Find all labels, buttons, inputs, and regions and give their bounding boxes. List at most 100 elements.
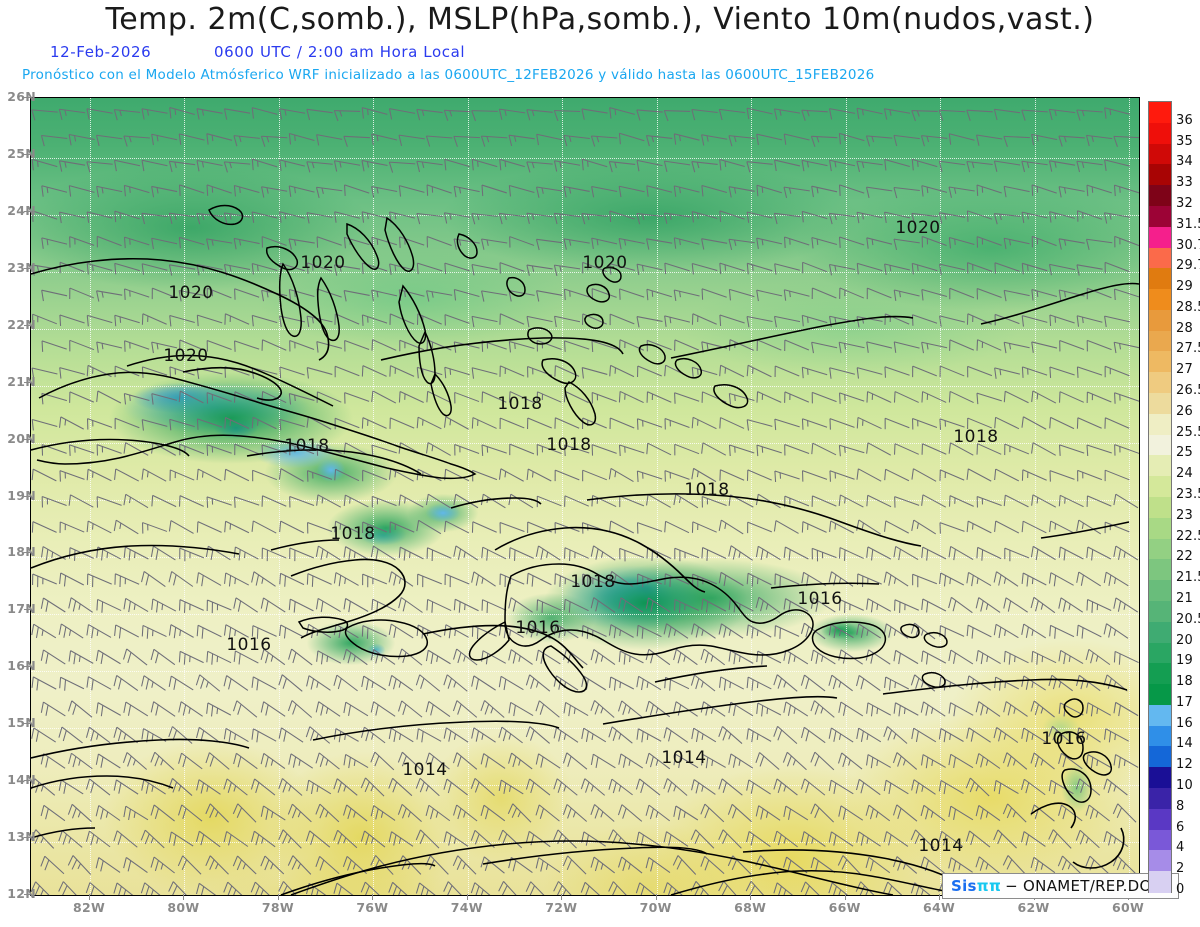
wind-barb	[783, 133, 810, 145]
isobar-label: 1014	[918, 836, 963, 856]
wind-barb	[1085, 238, 1113, 251]
wind-barb	[619, 288, 645, 300]
wind-barb	[728, 392, 755, 405]
wind-barb	[582, 573, 607, 588]
colorbar-tick-label: 33	[1176, 175, 1193, 191]
wind-barb	[728, 288, 755, 301]
latitude-label: 23N	[7, 259, 36, 275]
wind-barb	[453, 185, 480, 198]
wind-barb	[453, 545, 479, 561]
wind-barb	[233, 135, 260, 147]
wind-barb	[746, 211, 773, 223]
wind-barb	[526, 315, 553, 328]
wind-barb	[1076, 571, 1101, 587]
wind-barb	[498, 212, 526, 225]
wind-barb	[508, 340, 535, 353]
coastline-bahamas-13	[541, 358, 577, 384]
latitude-label: 19N	[7, 487, 36, 503]
wind-barb	[994, 416, 1020, 430]
wind-barb	[1049, 314, 1075, 326]
wind-barb	[994, 367, 1020, 379]
wind-barb	[1113, 288, 1139, 301]
wind-barb	[921, 341, 948, 354]
wind-barb	[939, 572, 965, 587]
wind-barb	[646, 238, 673, 250]
wind-barb	[417, 573, 442, 588]
wind-barb	[994, 468, 1020, 482]
wind-barb	[609, 210, 635, 223]
wind-barb	[96, 390, 122, 404]
isobar-1018-e	[31, 544, 240, 569]
wind-barb	[499, 573, 525, 588]
wind-barb	[178, 290, 205, 302]
wind-barb	[663, 212, 691, 224]
wind-barb	[829, 520, 855, 534]
wind-barb	[673, 237, 700, 249]
colorbar-swatch	[1149, 600, 1171, 623]
wind-barb	[811, 391, 837, 404]
wind-barb	[939, 315, 965, 327]
wind-barb	[123, 493, 149, 509]
wind-barb	[746, 315, 773, 328]
wind-barb	[288, 185, 315, 197]
wind-barb	[86, 418, 113, 430]
wind-barb	[41, 237, 68, 249]
wind-barb	[168, 571, 194, 587]
longitude-label: 76W	[356, 900, 389, 915]
wind-barb	[388, 571, 414, 587]
wind-barb	[151, 237, 178, 250]
wind-barb	[811, 442, 837, 456]
wind-barb	[554, 417, 580, 429]
wind-barb	[398, 134, 425, 146]
wind-barb	[773, 212, 801, 225]
wind-barb	[86, 211, 113, 223]
wind-barb	[151, 185, 178, 198]
wind-barb	[1058, 494, 1084, 508]
wind-barb	[838, 236, 865, 248]
wind-barb	[810, 135, 838, 147]
wind-barb	[948, 546, 974, 561]
isobar-1018-i	[770, 582, 880, 589]
wind-barb	[856, 468, 882, 482]
wind-barb	[1059, 339, 1085, 352]
isobar-1020-f	[31, 438, 190, 457]
colorbar-swatch	[1149, 871, 1171, 893]
wind-barb	[893, 341, 920, 353]
wind-barb	[141, 263, 168, 275]
wind-barb	[471, 521, 497, 533]
wind-barb	[608, 161, 636, 173]
wind-barb	[920, 135, 948, 147]
wind-barb	[774, 159, 801, 172]
wind-barb	[141, 159, 168, 172]
isobar-1016-d	[882, 678, 1128, 695]
wind-barb	[169, 314, 195, 327]
wind-barb	[508, 391, 534, 403]
wind-barb	[333, 264, 361, 276]
gridline-lat-18	[31, 557, 1139, 558]
wind-barb	[618, 185, 645, 198]
wind-barb	[728, 135, 755, 147]
wind-barb	[591, 185, 618, 198]
colorbar-tick-label: 18	[1176, 674, 1193, 690]
wind-barb	[40, 134, 68, 147]
wind-barb	[637, 365, 662, 377]
wind-barb	[591, 391, 617, 404]
wind-barb	[499, 158, 525, 171]
wind-barb	[343, 494, 369, 508]
attribution-symbol: ππ	[976, 877, 1002, 895]
isobar-label: 1020	[163, 346, 208, 366]
coastline-hispaniola	[504, 563, 814, 656]
wind-barb	[443, 212, 471, 224]
wind-barb	[59, 572, 85, 587]
wind-barb	[279, 572, 305, 587]
isobar-label: 1014	[402, 760, 447, 780]
wind-barb	[774, 263, 800, 275]
wind-barb	[444, 262, 470, 275]
map-canvas[interactable]: 1020 1020 1020 1020 1020 1018 1018 1018 1018 1018…	[30, 97, 1140, 896]
wind-barb	[499, 262, 525, 274]
wind-barb	[701, 238, 728, 250]
wind-barb	[416, 160, 443, 173]
wind-barb	[113, 519, 139, 535]
wind-barb	[306, 470, 333, 482]
isobar-1018-j	[654, 665, 768, 683]
